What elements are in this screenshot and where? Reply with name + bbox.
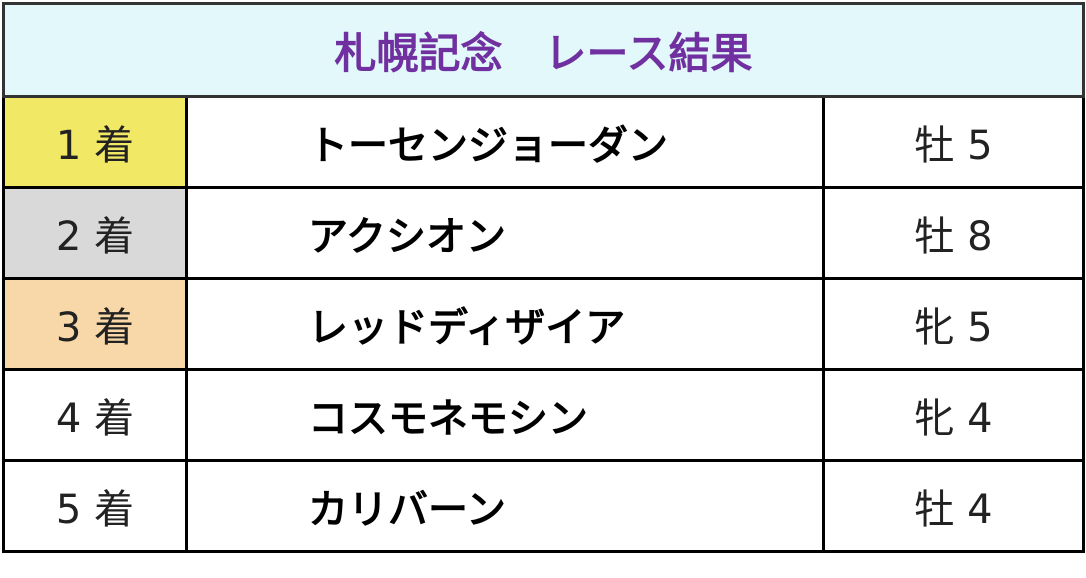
result-row: 5 着カリバーン牡 4 <box>2 459 1086 553</box>
horse-cell: コスモネモシン <box>185 368 825 462</box>
table-title: 札幌記念 レース結果 <box>1 2 1086 98</box>
result-row: 1 着トーセンジョーダン牡 5 <box>2 95 1086 189</box>
place-cell: 1 着 <box>2 95 188 189</box>
horse-cell: アクシオン <box>185 186 825 280</box>
sex-cell: 牝 4 <box>821 368 1086 462</box>
sex-cell: 牡 8 <box>821 186 1086 280</box>
place-cell: 3 着 <box>2 277 188 371</box>
sex-cell: 牡 5 <box>821 95 1086 189</box>
result-row: 2 着アクシオン牡 8 <box>2 186 1086 280</box>
horse-cell: カリバーン <box>185 459 825 553</box>
place-cell: 2 着 <box>2 186 188 280</box>
result-row: 3 着レッドディザイア牝 5 <box>2 277 1086 371</box>
result-row: 4 着コスモネモシン牝 4 <box>2 368 1086 462</box>
place-cell: 4 着 <box>2 368 188 462</box>
title-row: 札幌記念 レース結果 <box>1 2 1086 98</box>
sex-cell: 牝 5 <box>821 277 1086 371</box>
horse-cell: トーセンジョーダン <box>185 95 825 189</box>
horse-cell: レッドディザイア <box>185 277 825 371</box>
sex-cell: 牡 4 <box>821 459 1086 553</box>
place-cell: 5 着 <box>2 459 188 553</box>
